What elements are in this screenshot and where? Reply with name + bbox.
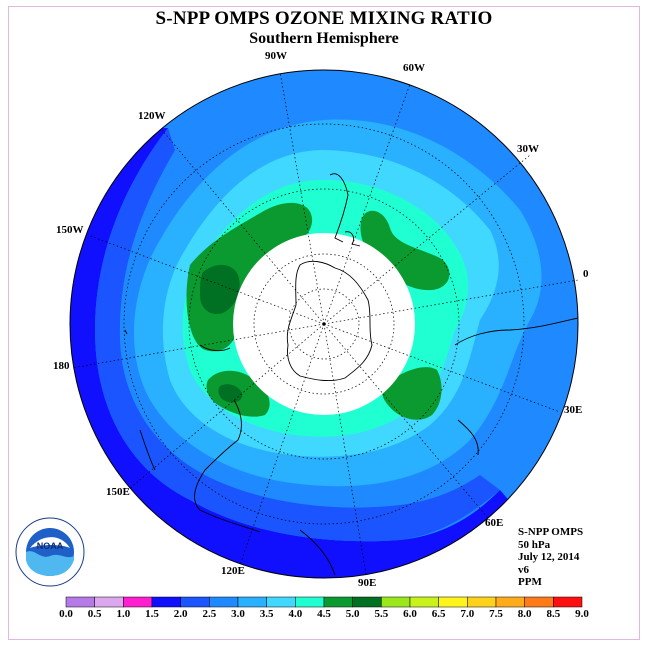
lon-label-0: 0 xyxy=(583,268,589,280)
colorbar-tick-label: 6.5 xyxy=(431,608,446,620)
colorbar-tick-label: 2.5 xyxy=(202,608,217,620)
map-subtitle: Southern Hemisphere xyxy=(249,30,399,47)
lon-label-60w: 60W xyxy=(403,62,425,74)
colorbar-segment xyxy=(295,596,325,608)
colorbar-tick-label: 1.0 xyxy=(116,608,131,620)
lon-label-60e: 60E xyxy=(485,517,504,529)
noaa-logo: NOAA xyxy=(15,517,85,587)
colorbar-segment xyxy=(180,596,210,608)
colorbar-tick-label: 3.0 xyxy=(231,608,245,620)
info-date: July 12, 2014 xyxy=(518,551,580,563)
colorbar-segment xyxy=(151,596,181,608)
info-block: S-NPP OMPS 50 hPa July 12, 2014 v6 PPM xyxy=(518,526,583,589)
colorbar-tick-label: 0.0 xyxy=(59,608,73,620)
antarctica-coast xyxy=(286,260,373,382)
band-4-5-southeast xyxy=(382,367,442,420)
lon-label-30e: 30E xyxy=(564,404,583,416)
band-5-0-west xyxy=(200,264,240,315)
lon-label-90e: 90E xyxy=(358,577,377,589)
meridian-150e xyxy=(127,323,325,491)
meridian-120e xyxy=(239,323,325,566)
colorbar-segment xyxy=(467,596,497,608)
lon-label-150w: 150W xyxy=(56,224,84,236)
colorbar-segment xyxy=(266,596,296,608)
colorbar-tick-label: 9.0 xyxy=(575,608,589,620)
meridian-30w xyxy=(323,154,531,325)
new-zealand xyxy=(124,329,156,471)
meridian-60w xyxy=(323,83,411,325)
colorbar-tick-label: 0.5 xyxy=(87,608,102,620)
graticule xyxy=(71,71,579,575)
map-title: S-NPP OMPS OZONE MIXING RATIO xyxy=(155,8,493,29)
colorbar-segment xyxy=(524,596,554,608)
band-5-0-southwest xyxy=(218,384,243,403)
colorbar-tick-label: 5.5 xyxy=(374,608,389,620)
colorbar-segment xyxy=(381,596,411,608)
colorbar-segment xyxy=(94,596,124,608)
indonesia-coast xyxy=(299,529,336,576)
info-product: S-NPP OMPS xyxy=(518,526,584,538)
colorbar-tick-label: 7.5 xyxy=(489,608,503,620)
info-version: v6 xyxy=(518,563,529,576)
lat-circle-80s xyxy=(288,288,360,360)
lon-label-30w: 30W xyxy=(517,143,539,155)
figure-frame xyxy=(8,6,640,640)
noaa-logo-text: NOAA xyxy=(37,541,64,551)
info-units: PPM xyxy=(518,576,542,588)
colorbar-tick-label: 3.5 xyxy=(259,608,274,620)
colorbar-tick-label: 7.0 xyxy=(460,608,475,620)
map-border xyxy=(69,69,579,579)
colorbar-tick-label: 8.5 xyxy=(546,608,561,620)
colorbar-tick-label: 4.5 xyxy=(317,608,331,620)
colorbar-tick-label: 8.0 xyxy=(517,608,532,620)
colorbar-segment xyxy=(323,596,353,608)
meridian-180 xyxy=(71,323,325,369)
colorbar-tick-label: 4.0 xyxy=(288,608,303,620)
meridian-90w xyxy=(279,71,325,325)
lat-circle-50s xyxy=(188,188,460,460)
colorbar xyxy=(65,596,583,608)
south-america-tip xyxy=(329,173,349,243)
colorbar-tick-label: 5.0 xyxy=(345,608,360,620)
coastlines xyxy=(124,173,578,576)
band-4-5-east xyxy=(360,210,450,291)
lon-label-150e: 150E xyxy=(106,486,130,498)
lon-label-90w: 90W xyxy=(265,50,287,62)
australia-coast xyxy=(194,344,261,533)
colorbar-segment xyxy=(123,596,153,608)
colorbar-segment xyxy=(209,596,239,608)
info-level: 50 hPa xyxy=(518,538,551,551)
africa-coast xyxy=(454,317,578,346)
south-pole-marker xyxy=(322,322,326,326)
lon-label-180: 180 xyxy=(53,360,70,372)
antarctic-peninsula xyxy=(344,231,361,247)
colorbar-segment xyxy=(553,596,583,608)
madagascar xyxy=(457,419,479,456)
colorbar-tick-label: 1.5 xyxy=(145,608,159,620)
lon-label-120e: 120E xyxy=(221,565,245,577)
colorbar-segment xyxy=(438,596,468,608)
colorbar-segment xyxy=(237,596,267,608)
colorbar-segment xyxy=(65,596,95,608)
lat-circle-70s xyxy=(253,253,395,395)
lat-circle-30s xyxy=(123,123,525,525)
lon-label-120w: 120W xyxy=(138,110,166,122)
band-2-0 xyxy=(95,128,500,542)
meridian-0 xyxy=(323,279,579,325)
colorbar-segment xyxy=(409,596,439,608)
colorbar-segment xyxy=(352,596,382,608)
colorbar-segment xyxy=(495,596,525,608)
colorbar-tick-label: 2.0 xyxy=(173,608,188,620)
colorbar-tick-label: 6.0 xyxy=(403,608,417,620)
